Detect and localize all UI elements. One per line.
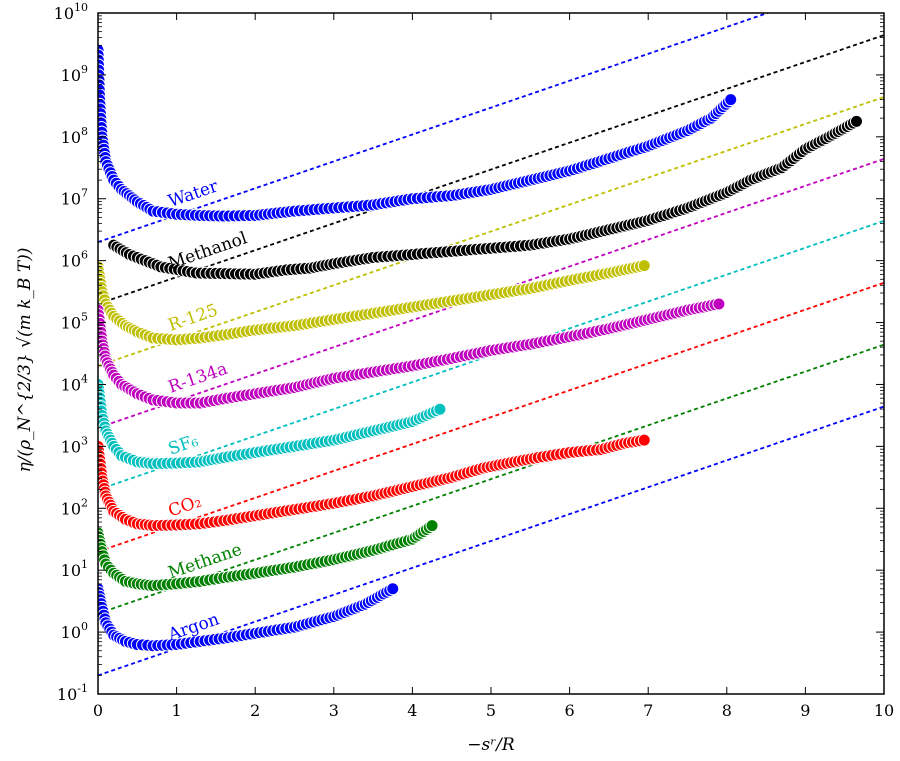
y-tick-label: 105 [61, 311, 88, 333]
x-axis-label: −sʳ/R [467, 735, 515, 755]
x-tick-label: 5 [486, 701, 496, 720]
fit-line-methanol [98, 34, 884, 305]
y-tick-base: 10 [57, 685, 77, 704]
data-point [386, 582, 400, 596]
y-tick-exponent: 10 [74, 1, 88, 14]
series-methane [98, 519, 439, 593]
data-point [712, 297, 726, 311]
series-sf- [98, 377, 447, 471]
data-points [98, 43, 863, 653]
y-tick-label: 107 [61, 187, 88, 209]
y-tick-exponent: 1 [81, 558, 88, 571]
x-axis-ticks: 0 1 2 3 4 5 6 7 8 9 10 [93, 13, 894, 720]
y-tick-base: 10 [61, 66, 81, 85]
x-tick-label: 4 [407, 701, 417, 720]
y-tick-exponent: 8 [81, 125, 88, 138]
y-tick-label: 109 [61, 63, 88, 85]
data-point [637, 259, 651, 273]
y-tick-exponent: 4 [81, 372, 88, 385]
x-tick-label: 6 [565, 701, 575, 720]
x-tick-label: 9 [800, 701, 810, 720]
y-tick-base: 10 [61, 561, 81, 580]
y-tick-exponent: 0 [81, 620, 88, 633]
y-tick-label: 106 [61, 249, 88, 271]
data-point [433, 402, 447, 416]
y-tick-label: 10-1 [57, 682, 88, 704]
series-argon [98, 582, 400, 653]
y-tick-label: 100 [61, 620, 88, 642]
y-tick-base: 10 [61, 375, 81, 394]
y-tick-label: 102 [61, 496, 88, 518]
y-axis-label: η/(ρ_N^{2/3} √(m k_B T)) [15, 248, 35, 473]
fit-line-argon [98, 405, 884, 677]
data-point [425, 519, 439, 533]
y-tick-base: 10 [61, 314, 81, 333]
y-tick-exponent: 2 [81, 496, 88, 509]
series-r-125 [98, 259, 651, 347]
y-tick-base: 10 [54, 4, 74, 23]
fit-line-co- [98, 281, 884, 553]
y-tick-label: 1010 [54, 1, 88, 23]
y-tick-label: 103 [61, 434, 88, 456]
x-tick-label: 0 [93, 701, 103, 720]
y-tick-base: 10 [61, 437, 81, 456]
y-tick-label: 101 [61, 558, 88, 580]
fit-line-water [98, 13, 771, 243]
x-tick-label: 7 [643, 701, 653, 720]
x-tick-label: 1 [172, 701, 182, 720]
y-tick-base: 10 [61, 128, 81, 147]
y-tick-exponent: 6 [81, 249, 88, 262]
data-point [849, 114, 863, 128]
series-r-134a [98, 297, 726, 410]
y-tick-exponent: 3 [81, 434, 88, 447]
y-tick-exponent: -1 [77, 682, 88, 695]
y-tick-exponent: 9 [81, 63, 88, 76]
y-tick-base: 10 [61, 499, 81, 518]
y-tick-base: 10 [61, 252, 81, 271]
x-tick-label: 3 [329, 701, 339, 720]
y-tick-exponent: 5 [81, 311, 88, 324]
series-co- [98, 433, 651, 533]
x-tick-label: 10 [874, 701, 894, 720]
fit-line-methane [98, 343, 884, 615]
fit-line-r-125 [98, 96, 884, 367]
y-tick-label: 108 [61, 125, 88, 147]
data-point [724, 93, 738, 107]
data-point [637, 433, 651, 447]
x-tick-label: 2 [250, 701, 260, 720]
y-tick-base: 10 [61, 623, 81, 642]
y-tick-base: 10 [61, 190, 81, 209]
x-tick-label: 8 [722, 701, 732, 720]
series-methanol [107, 114, 863, 281]
series-water [98, 43, 738, 223]
y-tick-exponent: 7 [81, 187, 88, 200]
y-tick-label: 104 [61, 372, 88, 394]
